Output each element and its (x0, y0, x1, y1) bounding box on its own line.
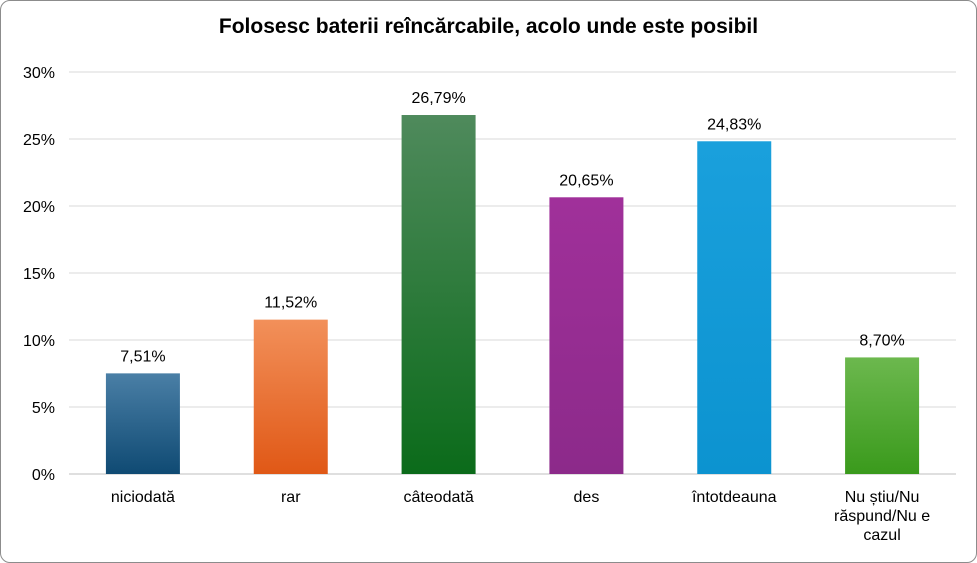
bar-4 (697, 141, 772, 474)
category-label-line: des (574, 489, 600, 506)
data-label-1: 11,52% (264, 295, 317, 312)
category-label-3: des (574, 489, 600, 506)
bar-2 (401, 115, 476, 474)
bars (105, 115, 920, 475)
category-label-line: răspund/Nu e (834, 508, 930, 525)
data-label-2: 26,79% (411, 90, 465, 107)
y-tick-label: 20% (23, 199, 55, 216)
y-tick-label: 25% (23, 132, 55, 149)
category-label-line: câteodată (403, 489, 473, 506)
bar-0 (105, 373, 180, 474)
bar-5 (845, 357, 920, 474)
data-label-4: 24,83% (707, 116, 761, 133)
gridlines (69, 71, 956, 408)
y-tick-label: 0% (32, 467, 55, 484)
category-label-line: rar (281, 489, 301, 506)
category-label-1: rar (281, 489, 301, 506)
data-label-5: 8,70% (859, 332, 904, 349)
y-tick-label: 10% (23, 333, 55, 350)
category-label-line: cazul (863, 527, 900, 544)
category-label-4: întotdeauna (691, 489, 777, 506)
category-label-2: câteodată (403, 489, 473, 506)
chart-title: Folosesc baterii reîncărcabile, acolo un… (218, 15, 759, 38)
category-label-0: niciodată (111, 489, 175, 506)
category-label-line: Nu știu/Nu (845, 489, 920, 506)
data-label-3: 20,65% (559, 172, 613, 189)
bar-3 (549, 197, 624, 475)
category-label-line: întotdeauna (691, 489, 777, 506)
labels: 0% 5% 10% 15% 20% 25% 30% 7,51% niciodată 11,52% r… (23, 65, 930, 544)
category-label-line: niciodată (111, 489, 175, 506)
y-tick-label: 30% (23, 65, 55, 82)
y-tick-label: 15% (23, 266, 55, 283)
category-label-5: Nu știu/Nu răspund/Nu e cazul (834, 489, 930, 544)
y-tick-label: 5% (32, 400, 55, 417)
bar-1 (253, 319, 328, 474)
data-label-0: 7,51% (120, 348, 165, 365)
